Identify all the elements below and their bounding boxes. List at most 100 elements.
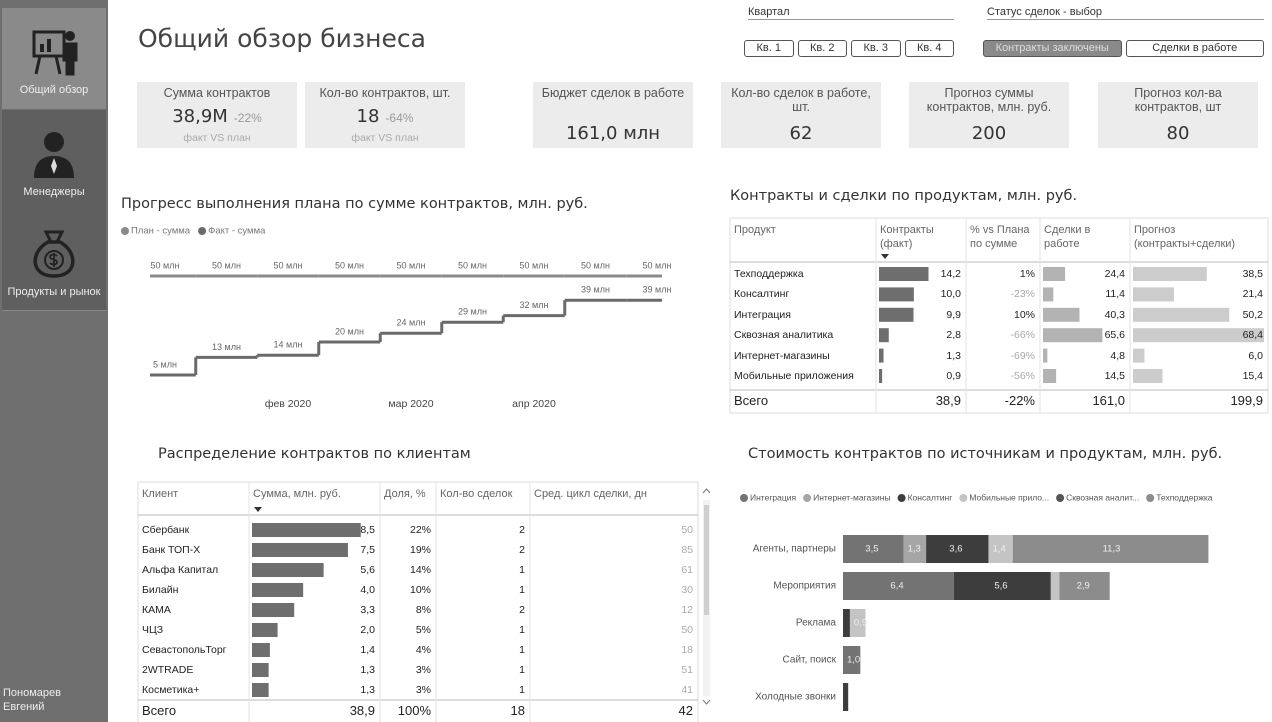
data-bar — [1043, 328, 1103, 343]
data-label: 13 млн — [212, 342, 241, 352]
nav-item[interactable]: Менеджеры — [2, 110, 106, 211]
filter-button[interactable]: Кв. 1 — [744, 40, 794, 57]
filter-button[interactable]: Кв. 2 — [797, 40, 847, 57]
kpi-card: Прогноз кол-ва контрактов, шт 80 — [1098, 82, 1258, 148]
data-bar — [1133, 307, 1230, 322]
kpi-value: 200 — [971, 123, 1007, 144]
data-bar — [1133, 328, 1265, 343]
data-label: 29 млн — [458, 307, 487, 317]
table-frame — [137, 481, 699, 722]
cell: 9,9 — [946, 308, 961, 321]
legend-dot — [803, 494, 812, 502]
data-bar — [252, 643, 270, 657]
x-tick-label: фев 2020 — [265, 398, 311, 410]
bar-segment — [843, 535, 904, 563]
cell: 2 — [519, 524, 525, 536]
legend-dot — [897, 494, 906, 502]
cell: 40,3 — [1104, 308, 1125, 321]
data-label: 24 млн — [397, 318, 426, 328]
cell: 1,3 — [360, 684, 375, 696]
kpi-card: Кол-во сделок в работе, шт. 62 — [721, 82, 881, 148]
kpi-delta: -64% — [385, 110, 414, 125]
data-label: 5,6 — [994, 581, 1007, 592]
cell: -56% — [1010, 370, 1035, 382]
cell: Интеграция — [734, 308, 791, 321]
data-label: 50 млн — [274, 260, 303, 270]
kpi-label: Бюджет сделок в работе — [541, 86, 685, 100]
cell: СевастопольТорг — [142, 644, 227, 656]
cell: 8,5 — [360, 524, 375, 536]
cell: 50,2 — [1242, 308, 1263, 321]
data-bar — [252, 543, 348, 557]
filter-label: Квартал — [748, 5, 954, 20]
data-label: 3,5 — [865, 544, 878, 555]
cell: 1 — [519, 584, 525, 596]
cell: 21,4 — [1242, 288, 1263, 301]
column-header: Кол-во сделок — [440, 488, 513, 500]
filter-button[interactable]: Кв. 3 — [851, 40, 901, 57]
cell: 10% — [409, 584, 431, 596]
cell: 14% — [409, 564, 431, 576]
kpi-value: 38,9M — [172, 105, 228, 127]
legend-dot — [959, 494, 968, 502]
nav-label: Общий обзор — [19, 84, 89, 96]
cell: 22% — [409, 524, 431, 536]
filter-button[interactable]: Контракты заключены — [983, 40, 1122, 57]
cell: 15,4 — [1242, 370, 1263, 382]
y-tick-label: Агенты, партнеры — [753, 544, 836, 555]
data-label: 50 млн — [397, 260, 426, 270]
data-bar — [252, 563, 324, 577]
cell: -23% — [1010, 288, 1035, 301]
data-bar — [252, 583, 304, 597]
cell: 12 — [681, 604, 693, 616]
data-label: 50 млн — [520, 260, 549, 270]
total-cell: 161,0 — [1092, 393, 1125, 408]
filter-button[interactable]: Сделки в работе — [1125, 40, 1264, 57]
legend-label: Интеграция — [750, 492, 796, 502]
cell: 4,8 — [1110, 349, 1125, 362]
kpi-value: 161,0 млн — [565, 123, 661, 144]
cell: 14,2 — [940, 268, 961, 280]
legend-dot — [1056, 494, 1065, 502]
cell: Билайн — [142, 584, 179, 596]
total-cell: Всего — [142, 703, 177, 718]
data-bar — [879, 287, 914, 302]
total-cell: Всего — [734, 393, 769, 408]
total-cell: 38,9 — [349, 703, 375, 718]
cell: Интернет-магазины — [734, 349, 830, 362]
legend-dot — [198, 227, 207, 235]
data-bar — [1133, 287, 1175, 302]
filter-button[interactable]: Кв. 4 — [904, 40, 954, 57]
cell: 51 — [681, 664, 693, 676]
cell: Сбербанк — [142, 524, 190, 536]
data-bar — [1133, 369, 1163, 383]
total-cell: 100% — [397, 703, 431, 718]
data-label: 5 млн — [153, 359, 177, 369]
cell: 2,8 — [946, 329, 961, 342]
cell: 14,5 — [1104, 370, 1125, 382]
cell: Мобильные приложения — [734, 370, 854, 382]
legend-label: Факт - сумма — [208, 226, 266, 237]
kpi-card: Кол-во контрактов, шт. 18 -64% факт VS план — [305, 82, 465, 148]
data-bar — [252, 663, 269, 677]
cell: 4% — [415, 644, 431, 656]
bar-segment — [1012, 535, 1209, 563]
chart-title: Прогресс выполнения плана по сумме контр… — [121, 196, 588, 212]
y-tick-label: Холодные звонки — [755, 692, 836, 703]
cell: 8% — [415, 604, 431, 616]
column-header: Контракты (факт) — [880, 224, 934, 250]
data-label: 50 млн — [212, 260, 241, 270]
cell: 38,5 — [1242, 268, 1263, 280]
bar-segment — [843, 646, 861, 674]
column-header: Сделки в работе — [1044, 224, 1091, 250]
cell: 61 — [681, 564, 693, 576]
data-label: 2,9 — [1077, 581, 1090, 592]
nav-item[interactable]: Общий обзор — [2, 8, 106, 109]
data-label: 0,9 — [854, 618, 867, 629]
data-label: 32 млн — [520, 300, 549, 310]
data-label: 11,3 — [1103, 544, 1121, 555]
kpi-value-row: 200 — [972, 123, 1006, 144]
nav-item[interactable]: Продукты и рынок — [2, 210, 106, 311]
cell: 50 — [681, 524, 693, 536]
bar-segment — [1050, 572, 1060, 600]
